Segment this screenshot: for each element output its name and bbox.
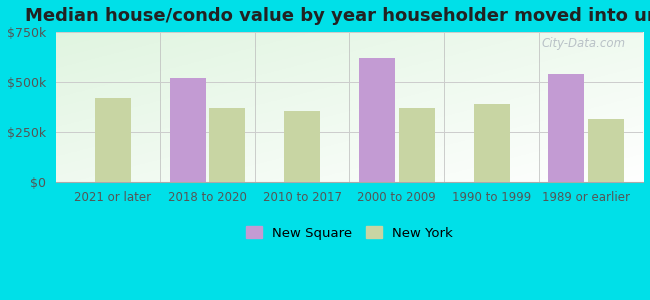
Bar — [474, 104, 510, 182]
Bar — [549, 74, 584, 182]
Bar — [209, 108, 245, 182]
Bar — [95, 98, 131, 182]
Bar — [359, 58, 395, 182]
Bar — [588, 119, 624, 182]
Text: City-Data.com: City-Data.com — [541, 37, 625, 50]
Bar — [170, 78, 205, 182]
Bar — [284, 111, 320, 182]
Legend: New Square, New York: New Square, New York — [240, 221, 458, 245]
Bar — [398, 108, 435, 182]
Title: Median house/condo value by year householder moved into unit: Median house/condo value by year househo… — [25, 7, 650, 25]
